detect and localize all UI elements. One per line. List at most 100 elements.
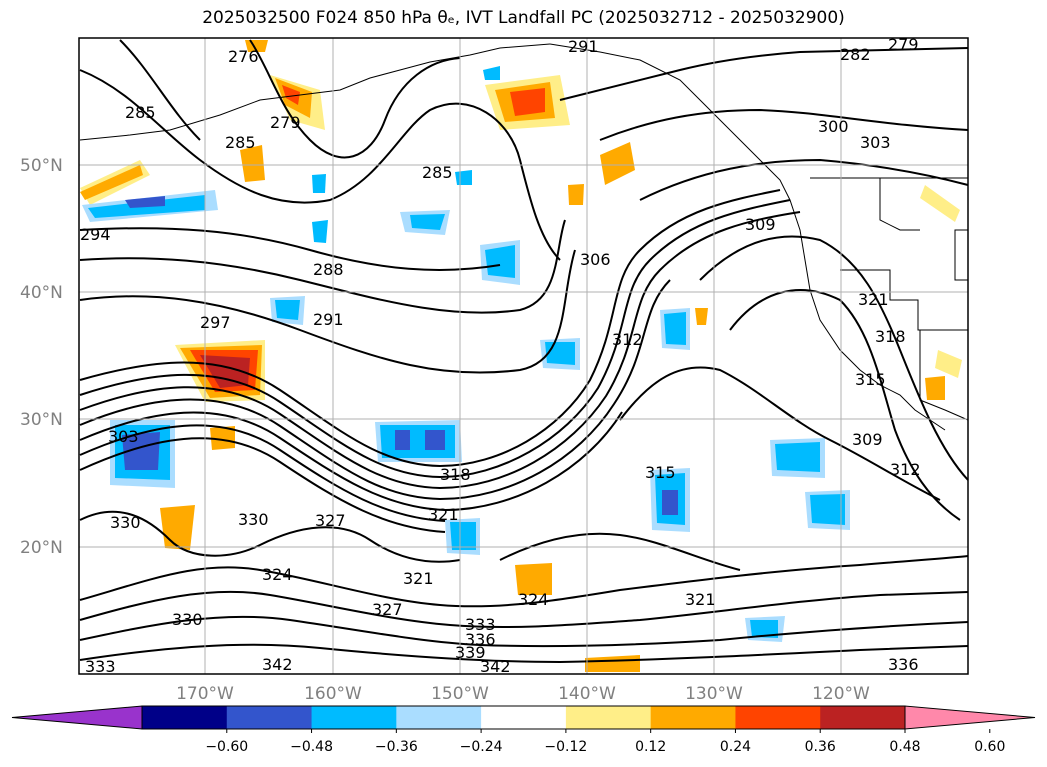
contour-line: [79, 69, 561, 261]
colorbar-tick-label: −0.24: [460, 739, 503, 755]
anomaly-blob: [80, 165, 143, 200]
anomaly-blob: [312, 220, 328, 243]
colorbar-swatch: [226, 706, 313, 729]
contour-label: 291: [568, 37, 599, 56]
colorbar-swatch: [650, 706, 736, 729]
anomaly-blob: [483, 66, 500, 80]
contour-label: 285: [422, 163, 453, 182]
contour-label: 306: [580, 250, 611, 269]
anomaly-blob: [695, 308, 708, 325]
coastline: [919, 330, 969, 421]
coastline: [840, 269, 968, 331]
colorbar-swatch: [311, 706, 397, 729]
anomaly-blob: [122, 432, 160, 470]
lon-label: 140°W: [558, 684, 616, 704]
theta-e-contours: [79, 39, 969, 664]
contour-label: 339: [455, 643, 486, 662]
lat-label: 40°N: [20, 283, 63, 303]
contour-label: 303: [860, 133, 891, 152]
contour-line: [79, 227, 501, 271]
map-frame: [78, 37, 969, 675]
contour-line: [79, 249, 576, 374]
contour-label: 321: [858, 290, 889, 309]
contour-label: 285: [125, 103, 156, 122]
colorbar-outline: [141, 705, 906, 730]
lon-label: 170°W: [176, 684, 234, 704]
contour-line: [79, 211, 801, 490]
contour-label: 315: [855, 370, 886, 389]
contour-label: 318: [440, 465, 471, 484]
contour-label: 276: [228, 47, 259, 66]
coastline: [879, 178, 920, 231]
contour-label: 312: [612, 330, 643, 349]
colorbar-swatch: [396, 706, 482, 729]
contour-label: 312: [890, 460, 921, 479]
colorbar: −0.60 −0.48 −0.36 −0.24 −0.12 0.12 0.24 0.36 0.4…: [11, 705, 1036, 755]
anomaly-blob: [510, 88, 545, 116]
anomaly-blob: [600, 142, 635, 185]
colorbar-tick-label: −0.60: [205, 739, 248, 755]
colorbar-swatch: [820, 706, 906, 729]
contour-line: [79, 189, 781, 468]
anomaly-blob: [920, 185, 960, 222]
contour-label: 324: [518, 590, 549, 609]
contour-line: [79, 643, 969, 664]
contour-label: 324: [262, 565, 293, 584]
lon-label: 120°W: [812, 684, 870, 704]
latitude-labels: 50°N 40°N 30°N 20°N: [20, 156, 63, 558]
anomaly-blob: [160, 505, 195, 550]
lat-label: 20°N: [20, 538, 63, 558]
colorbar-swatch: [735, 706, 821, 729]
anomaly-blob: [925, 376, 945, 400]
contour-line: [79, 219, 566, 314]
contour-label: 291: [313, 310, 344, 329]
anomaly-blob: [664, 312, 686, 345]
anomaly-blob: [312, 174, 326, 193]
contour-label: 327: [372, 600, 403, 619]
anomaly-blob: [515, 563, 552, 595]
contour-label: 300: [818, 117, 849, 136]
contour-label: 309: [745, 215, 776, 234]
coastline: [954, 229, 969, 281]
anomaly-blob: [750, 620, 778, 638]
lon-label: 160°W: [304, 684, 362, 704]
anomaly-blob: [455, 170, 472, 185]
colorbar-tick-label: −0.48: [290, 739, 333, 755]
contour-label: 315: [645, 463, 676, 482]
contour-line: [699, 235, 969, 481]
anomaly-blob: [275, 300, 300, 320]
contour-line: [249, 39, 461, 159]
graticule: [79, 38, 968, 674]
anomaly-blob: [210, 426, 235, 450]
anomaly-blob: [125, 196, 165, 208]
contour-line: [79, 437, 446, 533]
colorbar-tick-label: −0.12: [544, 739, 587, 755]
contour-label: 294: [80, 225, 111, 244]
lon-label: 130°W: [685, 684, 743, 704]
contour-label: 309: [852, 430, 883, 449]
contour-label: 330: [110, 513, 141, 532]
colorbar-tick-label: 0.12: [635, 739, 666, 755]
contour-line: [79, 590, 969, 629]
anomaly-blob: [810, 494, 845, 525]
contour-label: 288: [313, 260, 344, 279]
contour-line: [79, 411, 623, 512]
contour-label: 285: [225, 133, 256, 152]
contour-label: 279: [888, 35, 919, 54]
coastline: [79, 43, 551, 141]
anomaly-blob: [775, 442, 820, 472]
contour-line: [559, 47, 969, 101]
map-title: 2025032500 F024 850 hPa θₑ, IVT Landfall…: [202, 8, 845, 28]
anomaly-blob: [585, 655, 640, 672]
contour-label: 342: [262, 655, 293, 674]
longitude-labels: 170°W 160°W 150°W 140°W 130°W 120°W: [176, 684, 870, 704]
colorbar-tick-label: 0.48: [889, 739, 920, 755]
colorbar-tick-label: 0.60: [974, 739, 1005, 755]
anomaly-blob: [450, 522, 476, 550]
colorbar-extend-low: [11, 705, 143, 730]
lat-label: 50°N: [20, 156, 63, 176]
contour-label: 303: [108, 427, 139, 446]
contour-line: [599, 108, 969, 141]
colorbar-tick-label: 0.36: [805, 739, 836, 755]
